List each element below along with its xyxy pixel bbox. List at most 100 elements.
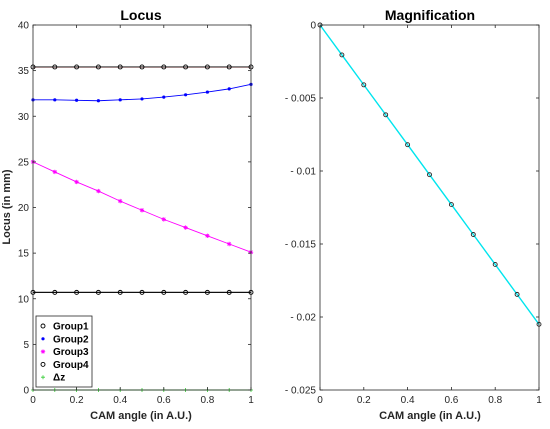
data-point [118,98,122,102]
legend-entry-label: Δz [53,373,65,384]
data-point [470,232,476,237]
x-tick-label: 0 [30,395,36,406]
data-point [95,64,101,70]
data-point [448,202,454,208]
x-tick-label: 1 [536,395,542,406]
data-point [117,64,123,70]
series-line-magnification [319,24,540,325]
magnification-x-axis-label: CAM angle (in A.U.) [379,410,481,422]
data-point [117,289,123,295]
data-point [162,95,166,99]
data-point [183,64,189,70]
data-point [74,289,80,295]
data-point [75,98,79,102]
data-point [96,99,100,103]
data-point [205,233,210,238]
legend-entry-label: Group3 [53,347,89,358]
legend-entry-label: Group1 [53,322,89,333]
x-tick-label: 0.8 [488,395,502,406]
magnification-plot-area [320,25,539,390]
data-point [95,289,101,295]
legend-marker [40,323,46,329]
y-tick-label: - 0.02 [290,313,316,324]
legend-marker [40,349,46,354]
y-tick-label: 40 [18,21,30,32]
magnification-plot: Magnification 0 - 0.005 - 0.01 - 0.015 - 0.0… [285,7,542,422]
x-tick-label: 1 [248,395,254,406]
x-tick-label: 0.6 [444,395,458,406]
x-tick-label: 0.6 [157,395,171,406]
data-point [492,261,498,267]
legend-entry-label: Group2 [53,334,89,345]
data-point [139,64,145,70]
y-tick-label: - 0.025 [285,386,317,397]
y-tick-label: 5 [23,340,29,351]
y-tick-label: - 0.015 [285,240,317,251]
x-tick-label: 0.4 [401,395,415,406]
legend-box [35,315,93,388]
data-point [405,142,411,148]
data-point [52,289,58,295]
y-tick-label: 20 [18,203,30,214]
magnification-x-ticks: 0 0.2 0.4 0.6 0.8 1 [317,25,542,406]
data-point [183,289,189,295]
data-point [205,90,209,94]
data-point [161,217,166,222]
x-tick-label: 0.4 [113,395,127,406]
y-tick-label: 10 [18,294,30,305]
data-point [74,179,79,185]
x-tick-label: 0 [317,395,323,406]
x-tick-label: 0.2 [357,395,371,406]
legend-marker [41,337,45,341]
locus-plot: Locus 0 5 10 15 20 25 30 35 40 0 0.2 0.4 0.6 0.8 1 CA… [1,7,254,422]
locus-y-ticks: 0 5 10 15 20 25 30 35 40 [18,21,251,397]
legend-entry-label: Group4 [53,360,89,371]
data-point [139,208,145,213]
magnification-title: Magnification [385,7,475,23]
data-point [183,225,188,230]
magnification-y-ticks: 0 - 0.005 - 0.01 - 0.015 - 0.02 - 0.025 [285,21,539,397]
locus-y-axis-label: Locus (in mm) [1,169,13,245]
data-point [184,93,188,97]
data-point [204,64,210,70]
data-point [361,82,367,88]
data-point [339,52,345,58]
data-point [139,289,145,295]
data-point [226,289,232,295]
x-tick-label: 0.2 [70,395,84,406]
y-tick-label: - 0.01 [290,167,316,178]
data-point [140,97,144,101]
locus-x-axis-label: CAM angle (in A.U.) [90,410,192,422]
data-point [74,64,80,70]
data-point [227,87,231,91]
y-tick-label: 15 [18,249,30,260]
data-point [427,172,432,178]
y-tick-label: 0 [23,386,29,397]
y-tick-label: - 0.005 [285,94,317,105]
legend-marker [41,375,45,380]
locus-title: Locus [120,7,161,23]
data-point [96,188,101,194]
y-tick-label: 30 [18,112,30,123]
y-tick-label: 25 [18,157,30,168]
locus-x-ticks: 0 0.2 0.4 0.6 0.8 1 [30,25,254,406]
data-point [161,289,167,295]
data-point [53,98,57,102]
data-point [226,64,232,70]
y-tick-label: 35 [18,66,30,77]
x-tick-label: 0.8 [200,395,214,406]
data-point [161,64,167,70]
data-point [52,64,58,70]
data-point [52,169,57,175]
data-point [514,291,520,297]
magnification-axes-box [319,24,540,391]
data-point [204,289,210,295]
legend-marker [40,361,46,367]
data-point [227,241,232,247]
data-point [383,112,389,118]
data-point [118,198,123,204]
magnification-marks [317,22,542,327]
y-tick-label: 0 [310,21,316,32]
